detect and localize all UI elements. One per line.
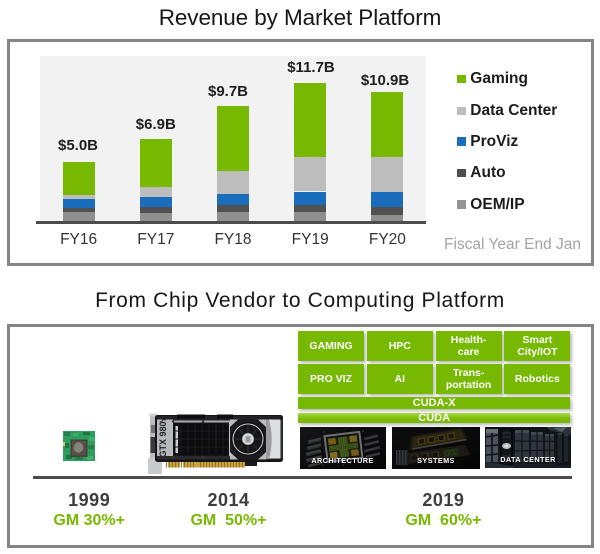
svg-text:GTX 980Ti: GTX 980Ti [158, 416, 168, 457]
